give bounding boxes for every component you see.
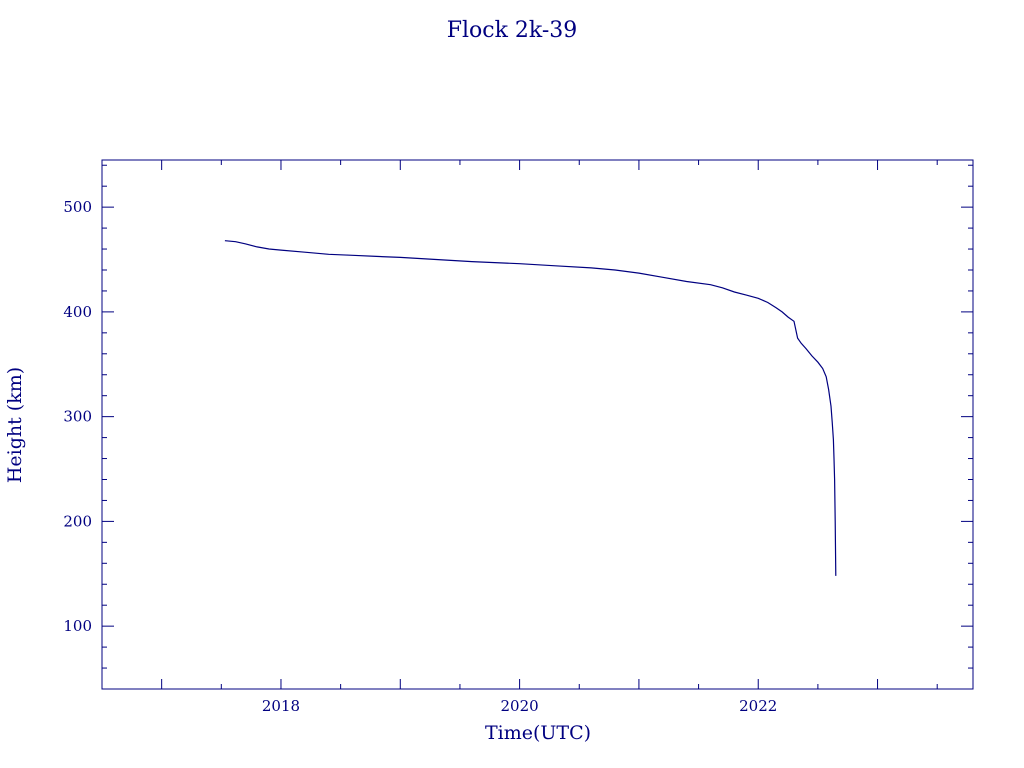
y-axis-label: Height (km) — [4, 367, 26, 483]
chart-title: Flock 2k-39 — [447, 18, 578, 43]
x-axis-label: Time(UTC) — [485, 722, 591, 744]
y-tick-label: 100 — [63, 617, 92, 635]
x-axis-tick-labels: 2018 2020 2022 — [262, 697, 777, 715]
plot-frame — [101, 159, 974, 690]
y-tick-label: 300 — [63, 408, 92, 426]
y-tick-label: 500 — [63, 198, 92, 216]
y-axis-tick-labels: 100 200 300 400 500 — [63, 198, 92, 635]
y-axis-ticks — [102, 164, 973, 690]
y-tick-label: 400 — [63, 303, 92, 321]
x-tick-label: 2018 — [262, 697, 300, 715]
x-tick-label: 2020 — [501, 697, 539, 715]
y-tick-label: 200 — [63, 512, 92, 530]
series-line-height — [224, 240, 837, 576]
x-axis-ticks — [101, 160, 938, 689]
x-tick-label: 2022 — [739, 697, 777, 715]
